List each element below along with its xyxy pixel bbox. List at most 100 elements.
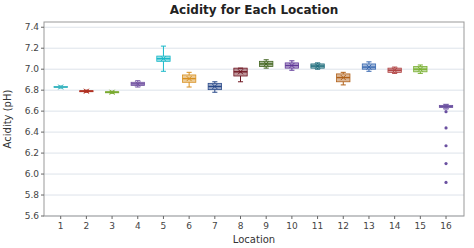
grid-line <box>44 111 464 112</box>
lower-cap <box>315 69 320 70</box>
x-tick <box>394 216 395 219</box>
lower-whisker <box>189 82 190 87</box>
box-group <box>337 72 350 85</box>
lower-cap <box>187 87 192 88</box>
lower-cap <box>289 70 294 71</box>
x-tick <box>214 216 215 219</box>
y-tick <box>41 195 44 196</box>
x-tick <box>112 216 113 219</box>
x-tick <box>86 216 87 219</box>
upper-cap <box>289 60 294 61</box>
y-tick-label: 7.2 <box>25 43 39 53</box>
box-group <box>80 89 93 94</box>
flier <box>444 144 447 147</box>
x-tick-label: 6 <box>186 221 192 231</box>
y-tick-label: 6.4 <box>25 127 40 137</box>
x-tick-label: 3 <box>109 221 115 231</box>
x-tick-label: 5 <box>161 221 167 231</box>
mean-marker <box>444 104 449 109</box>
mean-marker <box>392 68 397 73</box>
box <box>234 68 247 76</box>
box <box>388 68 401 72</box>
lower-whisker <box>163 61 164 71</box>
lower-cap <box>161 71 166 72</box>
x-tick-label: 13 <box>363 221 374 231</box>
flier <box>444 110 447 113</box>
lower-cap <box>341 84 346 85</box>
x-tick-label: 14 <box>389 221 401 231</box>
mean-marker <box>315 64 320 69</box>
mean-marker <box>187 76 192 81</box>
lower-cap <box>418 73 423 74</box>
grid-line <box>44 174 464 175</box>
x-tick-label: 9 <box>263 221 269 231</box>
y-tick <box>41 174 44 175</box>
x-tick <box>446 216 447 219</box>
y-tick-label: 7.0 <box>25 64 40 74</box>
x-tick <box>317 216 318 219</box>
box <box>182 75 195 82</box>
y-tick-label: 5.6 <box>25 211 40 221</box>
mean-marker <box>110 90 115 95</box>
box-group <box>388 67 401 73</box>
grid-line <box>44 153 464 154</box>
y-tick <box>41 111 44 112</box>
grid-line <box>44 195 464 196</box>
box-group <box>131 81 144 87</box>
boxes <box>54 46 453 184</box>
grid-line <box>44 48 464 49</box>
upper-cap <box>212 81 217 82</box>
x-tick-label: 7 <box>212 221 218 231</box>
upper-cap <box>187 72 192 73</box>
box <box>157 56 170 61</box>
mean-marker <box>212 84 217 89</box>
x-tick <box>266 216 267 219</box>
grid-line <box>44 132 464 133</box>
lower-cap <box>264 68 269 69</box>
box-group <box>439 104 452 184</box>
flier <box>444 181 447 184</box>
grid-line <box>44 27 464 28</box>
box-group <box>285 61 298 70</box>
mean-marker <box>289 63 294 68</box>
lower-cap <box>366 71 371 72</box>
upper-whisker <box>163 46 164 56</box>
x-tick-label: 12 <box>338 221 349 231</box>
box-group <box>234 68 247 82</box>
box <box>362 64 375 69</box>
x-tick-label: 10 <box>286 221 298 231</box>
y-tick-label: 6.8 <box>25 85 40 95</box>
lower-cap <box>238 81 243 82</box>
box-group <box>260 60 273 68</box>
y-tick <box>41 153 44 154</box>
y-tick <box>41 48 44 49</box>
mean-marker <box>264 61 269 66</box>
box-group <box>54 85 67 90</box>
title: Acidity for Each Location <box>170 3 338 17</box>
mean-marker <box>58 85 63 90</box>
grid-line <box>44 90 464 91</box>
y-tick <box>41 216 44 217</box>
x-tick <box>343 216 344 219</box>
x-axis-label: Location <box>233 234 275 245</box>
y-tick <box>41 90 44 91</box>
box-group <box>414 65 427 73</box>
mean-marker <box>238 69 243 74</box>
lower-whisker <box>240 76 241 82</box>
mean-marker <box>161 56 166 61</box>
mean-marker <box>135 81 140 86</box>
x-tick-label: 8 <box>238 221 244 231</box>
flier <box>444 162 447 165</box>
upper-cap <box>366 61 371 62</box>
lower-cap <box>212 92 217 93</box>
y-tick-label: 6.6 <box>25 106 40 116</box>
mean-marker <box>341 75 346 80</box>
x-tick <box>163 216 164 219</box>
y-tick-label: 7.4 <box>25 22 40 32</box>
mean-marker <box>84 89 89 94</box>
lower-cap <box>135 87 140 88</box>
box <box>285 63 298 68</box>
box <box>414 67 427 72</box>
x-tick <box>60 216 61 219</box>
lower-cap <box>392 73 397 74</box>
